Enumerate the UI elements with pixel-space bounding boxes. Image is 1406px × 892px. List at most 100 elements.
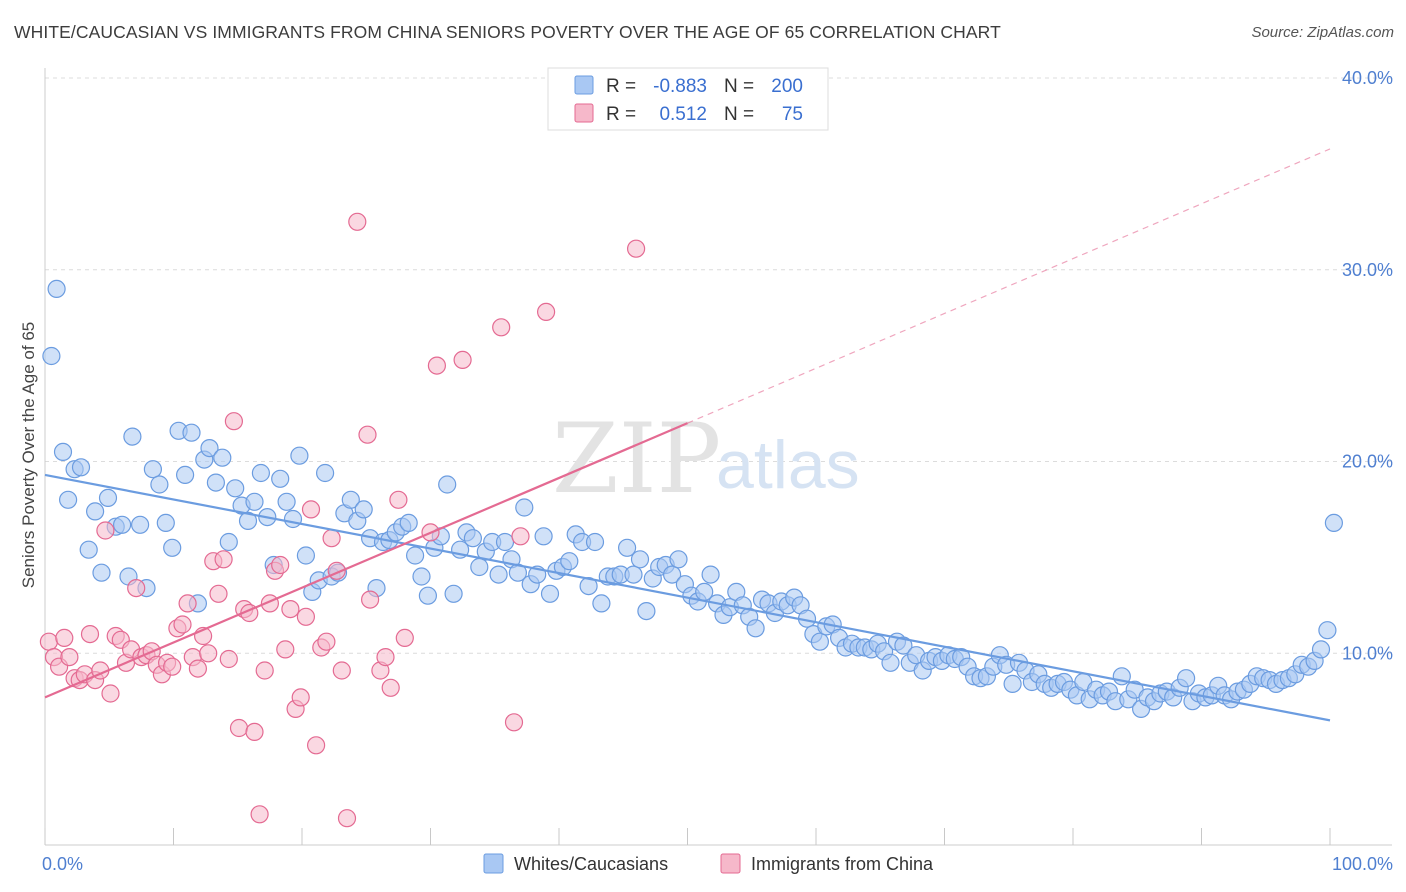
china-point-37 [229,718,249,738]
china-point-17 [127,578,146,598]
china-point-65 [389,490,408,509]
whites-point-5 [71,458,91,477]
china-point-29 [188,659,207,678]
whites-point-49 [354,500,373,519]
whites-point-47 [341,490,360,509]
china-point-69 [453,350,472,369]
watermark-atlas: atlas [716,427,860,503]
china-trend-extension [687,148,1331,424]
whites-point-59 [418,586,437,605]
china-point-26 [173,615,192,634]
china-point-61 [361,590,380,609]
china-point-41 [250,805,269,824]
legend-swatch-china [574,103,594,123]
bottom-legend-swatch-whites [483,853,504,874]
china-point-73 [536,302,556,321]
whites-point-8 [92,563,111,582]
china-point-59 [348,212,367,231]
legend-swatch-whites [574,75,594,95]
whites-point-39 [290,446,309,465]
whites-point-7 [85,502,105,521]
whites-point-13 [123,427,142,446]
whites-point-19 [163,538,182,557]
bottom-legend-label-china: Immigrants from China [751,854,934,874]
whites-point-98 [669,550,688,569]
whites-point-6 [79,540,98,559]
whites-point-198 [1311,640,1331,659]
y-tick-labels: 10.0% 20.0% 30.0% 40.0% [1342,68,1393,663]
whites-point-63 [444,584,463,603]
china-point-68 [427,356,446,375]
whites-point-27 [213,448,232,467]
whites-point-74 [515,498,534,517]
whites-point-103 [701,565,720,584]
china-point-11 [96,521,115,540]
whites-point-78 [540,584,560,603]
china-trend-line [44,422,688,699]
whites-point-66 [463,529,482,548]
whites-point-150 [1003,674,1022,694]
axes [44,68,1392,846]
whites-point-29 [226,479,245,498]
whites-point-33 [251,463,270,483]
china-point-45 [271,555,290,575]
china-point-64 [381,678,400,697]
whites-point-71 [495,532,515,552]
whites-point-58 [412,567,431,586]
whites-point-84 [579,576,598,596]
bottom-legend-swatch-china [720,853,741,874]
china-point-3 [55,628,74,648]
china-point-47 [281,599,300,619]
y-tick-label-0: 10.0% [1342,643,1393,663]
legend-r-label-1: R = [606,104,636,125]
whites-point-62 [438,475,457,494]
legend-n-label-0: N = [724,76,754,97]
china-point-71 [504,713,524,732]
legend-n-value-1: 75 [782,104,803,125]
china-point-8 [80,624,100,644]
whites-point-9 [98,488,118,507]
whites-point-86 [592,594,611,613]
whites-point-91 [624,565,643,584]
china-point-70 [492,318,511,337]
whites-point-26 [206,473,225,492]
china-point-50 [296,607,315,626]
whites-point-21 [176,465,195,484]
china-point-31 [199,644,218,663]
whites-point-38 [283,509,303,529]
whites-point-56 [399,513,418,533]
china-point-58 [337,809,357,828]
china-point-66 [395,628,414,648]
whites-point-90 [617,538,637,557]
series-china-points [39,212,646,828]
x-tick-label-max: 100.0% [1332,854,1393,874]
chart-title: WHITE/CAUCASIAN VS IMMIGRANTS FROM CHINA… [14,22,1001,42]
grid-lines [45,77,1392,654]
china-point-49 [291,688,310,707]
china-point-60 [358,425,377,444]
whites-point-81 [560,552,579,571]
whites-point-0 [42,346,61,366]
whites-point-36 [271,469,290,488]
china-point-72 [511,527,530,546]
watermark-zip: ZIP [552,403,721,515]
china-point-51 [301,500,321,519]
whites-point-92 [630,550,650,569]
y-tick-label-1: 20.0% [1342,452,1393,472]
whites-point-22 [182,423,201,442]
whites-point-57 [406,546,425,565]
top-legend: R = -0.883 N = 200 R = 0.512 N = 75 [547,67,829,131]
whites-point-93 [637,601,656,621]
whites-point-31 [238,511,258,531]
whites-point-70 [489,565,508,584]
y-tick-label-2: 30.0% [1342,260,1393,280]
whites-point-131 [881,653,900,672]
china-point-0 [39,632,59,651]
whites-point-43 [316,463,335,483]
whites-point-120 [810,632,830,651]
whites-point-97 [662,565,682,584]
legend-n-value-0: 200 [771,76,803,97]
china-point-27 [178,594,197,613]
whites-point-133 [894,636,913,655]
